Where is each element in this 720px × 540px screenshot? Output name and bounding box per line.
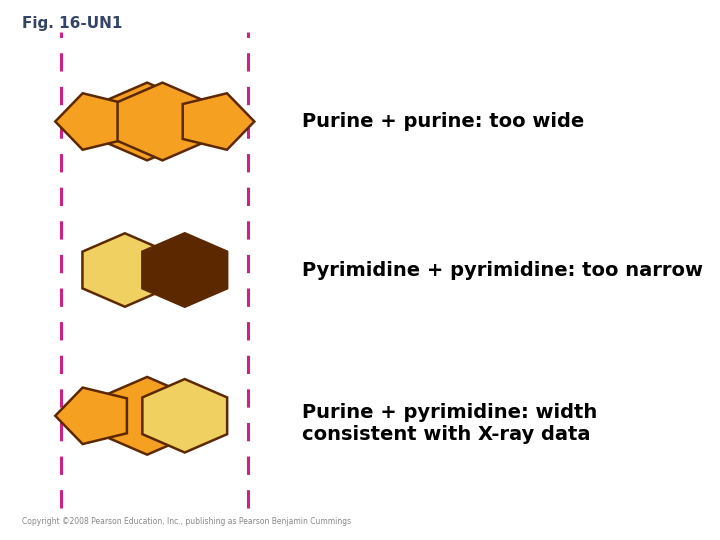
- Polygon shape: [83, 233, 167, 307]
- Polygon shape: [143, 233, 227, 307]
- Polygon shape: [117, 83, 207, 160]
- Polygon shape: [143, 379, 227, 453]
- Polygon shape: [183, 93, 254, 150]
- Text: Purine + pyrimidine: width
consistent with X-ray data: Purine + pyrimidine: width consistent wi…: [302, 403, 598, 444]
- Polygon shape: [102, 83, 192, 160]
- Polygon shape: [55, 388, 127, 444]
- Text: Pyrimidine + pyrimidine: too narrow: Pyrimidine + pyrimidine: too narrow: [302, 260, 703, 280]
- Polygon shape: [102, 377, 192, 455]
- Polygon shape: [55, 93, 127, 150]
- Text: Purine + purine: too wide: Purine + purine: too wide: [302, 112, 585, 131]
- Text: Copyright ©2008 Pearson Education, Inc., publishing as Pearson Benjamin Cummings: Copyright ©2008 Pearson Education, Inc.,…: [22, 517, 351, 526]
- Text: Fig. 16-UN1: Fig. 16-UN1: [22, 16, 122, 31]
